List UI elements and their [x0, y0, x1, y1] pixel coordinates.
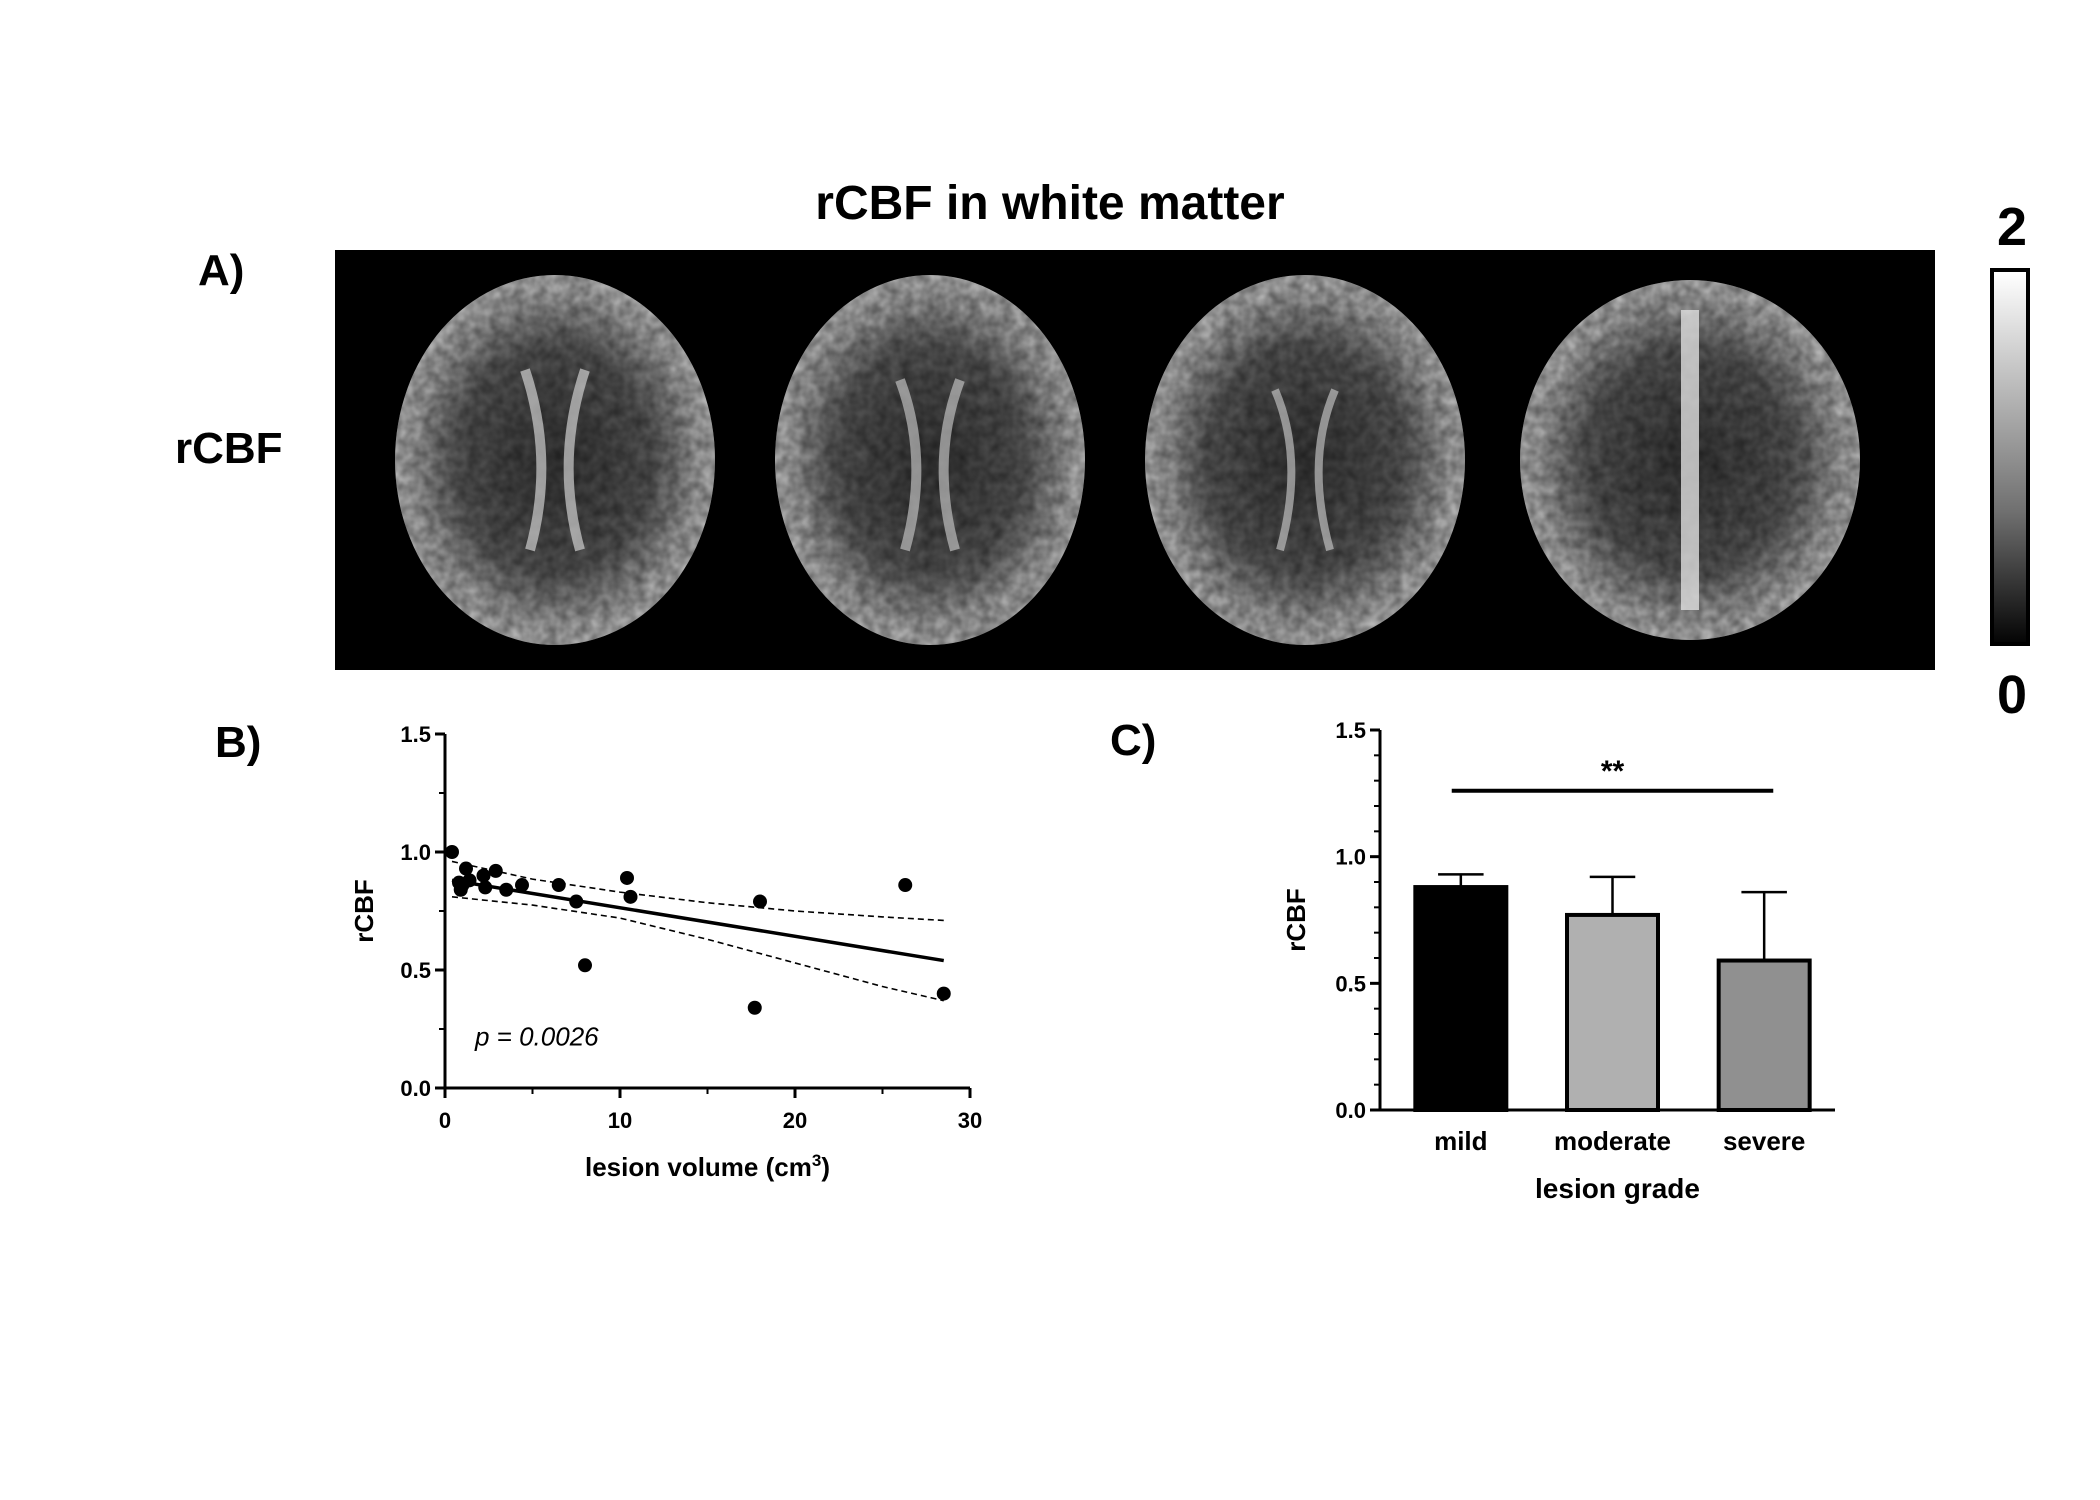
scatter-point	[515, 878, 529, 893]
mri-slice-4	[1520, 280, 1860, 640]
mri-slice-3	[1145, 275, 1465, 645]
colorbar-max-label: 2	[1996, 197, 2028, 257]
ci-upper-line	[451, 860, 944, 922]
mri-slice-1	[395, 275, 715, 645]
scatter-point	[551, 878, 566, 893]
scatter-point	[462, 873, 477, 888]
scatter-x-axis-label: lesion volume (cm3)	[585, 1151, 830, 1182]
scatter-chart: 0.0 0.5 1.0 1.5 0 10 20 30 rCBF lesion volume (…	[349, 722, 982, 1182]
scatter-point	[620, 870, 634, 885]
scatter-ticks: 0.0 0.5 1.0 1.5 0 10 20 30	[400, 722, 982, 1133]
scatter-point	[445, 845, 459, 859]
category-label-moderate: moderate	[1554, 1126, 1671, 1156]
scatter-point	[569, 894, 584, 909]
fit-line	[451, 878, 945, 963]
mri-slice-2	[775, 275, 1085, 645]
scatter-y-axis-label: rCBF	[349, 879, 379, 943]
regression-line	[451, 878, 945, 963]
y-tick-label: 1.5	[1335, 718, 1366, 743]
y-tick-label: 1.0	[400, 840, 431, 865]
confidence-band	[451, 860, 944, 1002]
colorbar-min-label: 0	[1996, 665, 2028, 725]
significance-label: **	[1601, 755, 1625, 788]
bar-ticks: 0.0 0.5 1.0 1.5 mild moderate severe	[1335, 718, 1805, 1156]
x-tick-label: 30	[958, 1108, 982, 1133]
error-bars	[1438, 873, 1787, 961]
bar-moderate	[1565, 912, 1660, 1112]
bar-y-axis-label: rCBF	[1281, 888, 1311, 952]
x-tick-label: 10	[608, 1108, 632, 1133]
scatter-point	[459, 861, 473, 876]
mri-row-label: rCBF	[175, 424, 283, 473]
scatter-point	[747, 1000, 762, 1015]
y-tick-label: 0.5	[400, 958, 431, 983]
scatter-point	[488, 863, 503, 878]
bar-x-axis-label: lesion grade	[1535, 1173, 1700, 1204]
bars	[1413, 885, 1812, 1112]
scatter-point	[478, 880, 493, 895]
bar-mild	[1413, 885, 1509, 1112]
y-tick-label: 0.0	[400, 1076, 431, 1101]
scatter-point	[753, 894, 767, 909]
mri-image-strip	[335, 250, 1935, 670]
ci-lower-line	[451, 896, 944, 1002]
panel-c-label: C)	[1110, 716, 1157, 765]
scatter-point	[936, 986, 951, 1001]
scatter-point	[476, 868, 491, 883]
scatter-points	[445, 845, 951, 1015]
panel-a-label: A)	[198, 246, 245, 295]
x-tick-label: 20	[783, 1108, 807, 1133]
p-value-annotation: p = 0.0026	[474, 1022, 599, 1052]
bar-severe	[1716, 958, 1812, 1112]
y-tick-label: 0.5	[1335, 971, 1366, 996]
category-label-mild: mild	[1434, 1126, 1487, 1156]
panel-b-label: B)	[215, 718, 262, 767]
significance-bracket: **	[1451, 755, 1774, 793]
category-label-severe: severe	[1723, 1126, 1805, 1156]
scatter-point	[578, 958, 592, 973]
scatter-point	[499, 882, 514, 897]
y-tick-label: 0.0	[1335, 1098, 1366, 1123]
bar-axes	[1378, 730, 1835, 1112]
figure-title: rCBF in white matter	[815, 177, 1285, 230]
y-tick-label: 1.0	[1335, 845, 1366, 870]
bar-chart: 0.0 0.5 1.0 1.5 mild moderate severe ** rCBF l…	[1281, 718, 1835, 1204]
colorbar	[1990, 268, 2030, 646]
y-tick-label: 1.5	[400, 722, 431, 747]
x-tick-label: 0	[439, 1108, 451, 1133]
scatter-point	[898, 878, 913, 893]
scatter-point	[623, 889, 638, 904]
